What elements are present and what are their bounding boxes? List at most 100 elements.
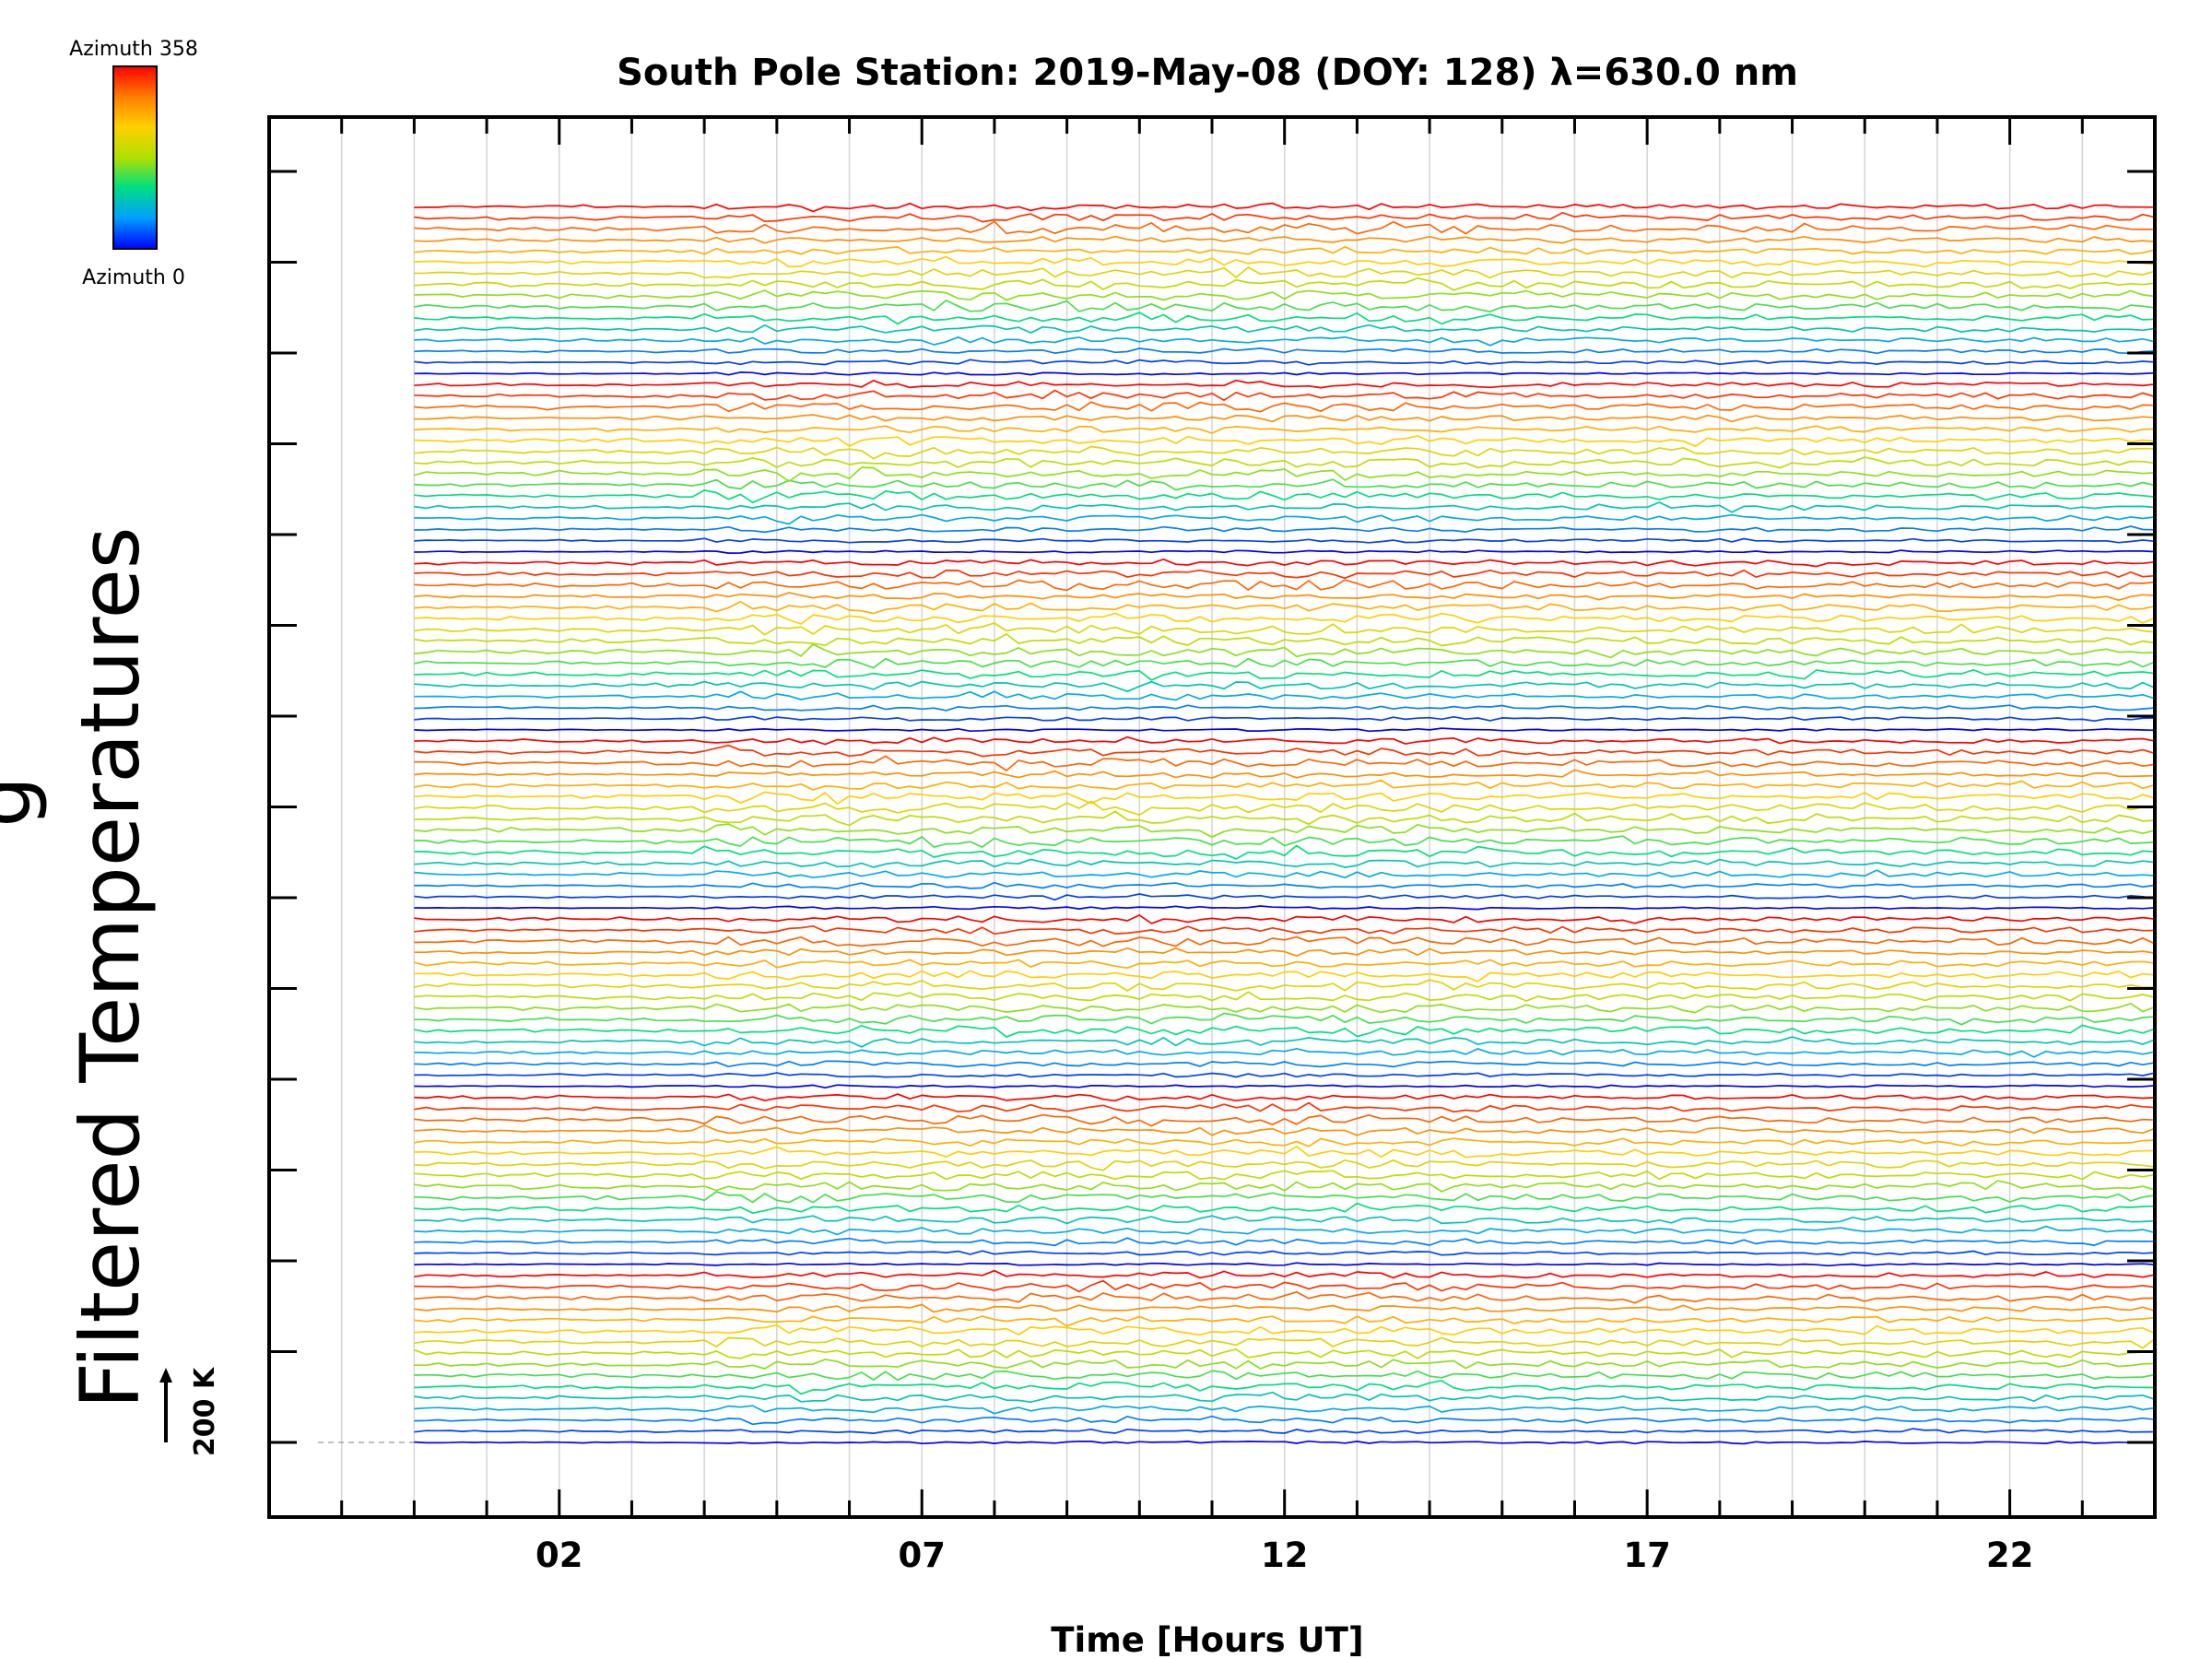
trace-line — [414, 1159, 2156, 1171]
trace-line — [414, 1002, 2156, 1014]
trace-line — [414, 1290, 2156, 1304]
trace-line — [414, 466, 2156, 483]
colorbar-top-label: Azimuth 358 — [69, 38, 198, 61]
trace-line — [414, 769, 2156, 779]
trace-line — [414, 513, 2156, 525]
trace-line — [414, 1170, 2156, 1181]
trace-line — [414, 744, 2156, 758]
trace-line — [414, 371, 2156, 376]
colorbar — [112, 65, 158, 250]
trace-line — [414, 1428, 2156, 1434]
trace-line — [414, 435, 2156, 448]
trace-line — [414, 1315, 2156, 1327]
x-tick-label: 17 — [1623, 1535, 1671, 1575]
trace-line — [414, 704, 2156, 712]
trace-line — [414, 844, 2156, 860]
x-tick-label: 02 — [535, 1535, 583, 1575]
trace-line — [414, 680, 2156, 693]
trace-line — [414, 1303, 2156, 1313]
trace-line — [414, 255, 2156, 268]
trace-line — [414, 924, 2156, 935]
x-tick-labels: 02 07 12 17 22 — [535, 1535, 2033, 1575]
trace-line — [414, 810, 2156, 827]
trace-line — [414, 379, 2156, 389]
x-tick-label: 22 — [1986, 1535, 2034, 1575]
trace-line — [414, 211, 2156, 223]
trace-line — [414, 643, 2156, 659]
trace-line — [414, 266, 2156, 279]
trace-line — [414, 905, 2156, 911]
trace-line — [414, 1191, 2156, 1204]
trace-line — [414, 549, 2156, 554]
trace-line — [414, 1137, 2156, 1147]
trace-line — [414, 592, 2156, 602]
trace-line — [414, 1202, 2156, 1215]
trace-line — [414, 335, 2156, 347]
trace-line — [414, 312, 2156, 325]
trace-line — [414, 1113, 2156, 1127]
trace-line — [414, 1370, 2156, 1382]
trace-line — [414, 668, 2156, 681]
trace-line — [414, 300, 2156, 313]
trace-line — [414, 835, 2156, 848]
trace-line — [414, 947, 2156, 958]
trace-line — [414, 1215, 2156, 1225]
trace-line — [414, 1391, 2156, 1404]
trace-line — [414, 1093, 2156, 1102]
trace-line — [414, 690, 2156, 701]
trace-line — [414, 1060, 2156, 1068]
trace-line — [414, 414, 2156, 423]
trace-line — [414, 579, 2156, 592]
trace-line — [414, 1336, 2156, 1349]
trace-line — [414, 1250, 2156, 1256]
trace-line — [414, 935, 2156, 947]
trace-line — [414, 959, 2156, 970]
x-axis-label: Time [Hours UT] — [1051, 1620, 1363, 1659]
trace-line — [414, 276, 2156, 291]
trace-line — [414, 622, 2156, 636]
trace-line — [414, 456, 2156, 469]
x-tick-label: 07 — [898, 1535, 946, 1575]
trace-line — [414, 600, 2156, 615]
trace-line — [414, 755, 2156, 771]
trace-line — [414, 1012, 2156, 1026]
trace-line — [414, 359, 2156, 366]
trace-line — [414, 1348, 2156, 1359]
plot-frame — [267, 115, 2157, 1519]
scale-bar-arrow — [159, 1368, 172, 1382]
trace-line — [414, 1047, 2156, 1058]
trace-line — [414, 569, 2156, 580]
trace-line — [414, 914, 2156, 924]
trace-line — [414, 1036, 2156, 1048]
scale-bar: 200 K — [159, 1366, 221, 1456]
trace-line — [414, 1324, 2156, 1336]
trace-line — [414, 1262, 2156, 1267]
trace-line — [414, 991, 2156, 1002]
y-axis-label-cut: g — [0, 776, 49, 828]
chart-title: South Pole Station: 2019-May-08 (DOY: 12… — [617, 52, 1798, 94]
trace-line — [414, 289, 2156, 301]
trace-line — [414, 1072, 2156, 1078]
trace-line — [414, 881, 2156, 890]
trace-line — [414, 800, 2156, 817]
trace-line — [414, 1380, 2156, 1395]
trace-line — [414, 633, 2156, 647]
trace-line — [414, 1415, 2156, 1426]
trace-line — [414, 1101, 2156, 1113]
trace-line — [414, 727, 2156, 733]
trace-line — [414, 970, 2156, 982]
trace-line — [414, 869, 2156, 879]
trace-line — [414, 735, 2156, 746]
trace-line — [414, 979, 2155, 992]
trace-line — [414, 324, 2156, 334]
trace-line — [414, 389, 2156, 402]
trace-line — [414, 1145, 2156, 1159]
trace-line — [414, 558, 2156, 568]
trace-line — [414, 1440, 2156, 1445]
trace-line — [414, 1084, 2156, 1089]
trace-line — [414, 1405, 2156, 1415]
trace-line — [414, 445, 2156, 460]
y-axis-label: Filtered Temperatures — [63, 526, 158, 1408]
trace-line — [414, 1279, 2156, 1293]
